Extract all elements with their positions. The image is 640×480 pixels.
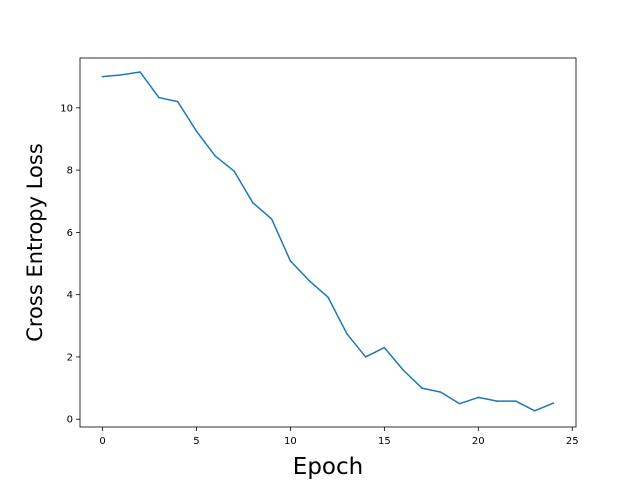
data-point <box>195 130 198 132</box>
y-tick-label: 4 <box>67 290 73 301</box>
plot-frame <box>79 57 577 428</box>
data-point <box>270 218 273 220</box>
x-axis-label: Epoch <box>293 454 363 480</box>
x-tick-label: 15 <box>378 436 391 447</box>
data-point <box>496 400 498 402</box>
data-point <box>421 387 423 389</box>
y-tick-label: 8 <box>67 166 73 177</box>
data-point <box>233 170 235 172</box>
data-point <box>552 402 555 404</box>
data-point <box>308 279 311 282</box>
data-point <box>289 260 292 262</box>
series-group <box>101 71 555 412</box>
y-tick-label: 0 <box>67 415 73 426</box>
data-point <box>458 402 461 405</box>
y-tick-label: 10 <box>60 103 73 114</box>
data-point <box>176 100 179 103</box>
data-point <box>101 75 104 78</box>
x-tick-label: 0 <box>99 436 105 447</box>
data-point <box>402 369 404 371</box>
data-point <box>120 74 123 76</box>
data-point <box>515 400 517 402</box>
data-point <box>364 356 367 358</box>
data-point <box>345 332 348 335</box>
data-point <box>158 96 160 99</box>
data-point <box>252 201 254 204</box>
data-point <box>327 296 329 298</box>
axis-ticks: 0 5 10 15 20 25 0 2 4 6 8 10 <box>60 103 578 447</box>
data-point <box>139 71 141 73</box>
x-tick-label: 5 <box>193 436 199 447</box>
x-tick-label: 10 <box>284 436 297 447</box>
x-tick-label: 20 <box>472 436 485 447</box>
data-point <box>533 410 536 412</box>
loss-line-series-0 <box>102 71 554 412</box>
y-axis-label: Cross Entropy Loss <box>23 143 47 342</box>
data-point <box>214 155 217 157</box>
x-tick-label: 25 <box>566 436 579 447</box>
data-point <box>439 391 442 393</box>
y-tick-label: 6 <box>67 228 73 239</box>
y-tick-label: 2 <box>67 352 73 363</box>
data-point <box>477 396 480 399</box>
data-point <box>383 346 386 349</box>
